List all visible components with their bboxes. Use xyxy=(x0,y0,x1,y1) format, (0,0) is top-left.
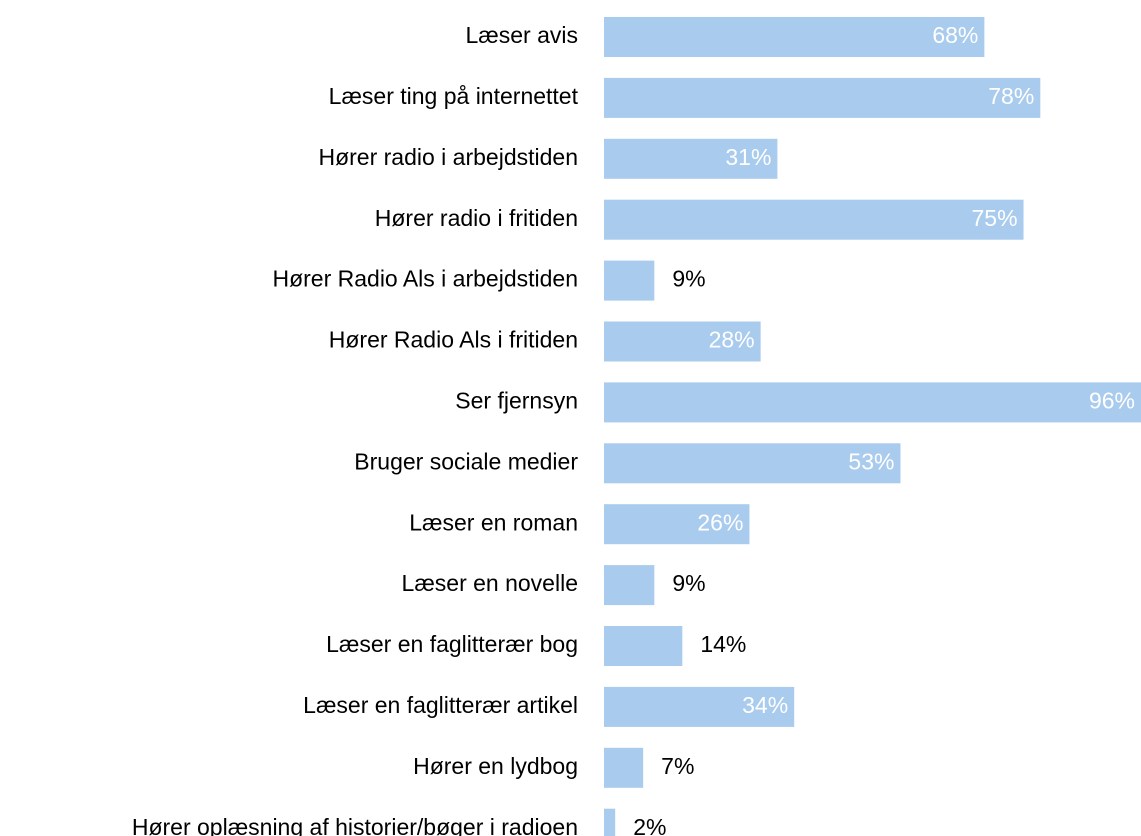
category-label: Hører radio i arbejdstiden xyxy=(318,144,578,170)
bar xyxy=(604,565,655,606)
bar xyxy=(604,504,750,545)
bar xyxy=(604,17,985,57)
value-label: 9% xyxy=(672,266,705,292)
value-label: 34% xyxy=(742,692,788,718)
value-label: 7% xyxy=(661,753,694,779)
value-label: 9% xyxy=(672,570,705,596)
category-label: Læser en faglitterær artikel xyxy=(303,692,578,718)
value-label: 53% xyxy=(848,448,894,474)
category-label: Læser en roman xyxy=(409,509,578,535)
value-label: 78% xyxy=(988,83,1034,109)
category-label: Ser fjernsyn xyxy=(455,387,578,413)
category-label: Læser en novelle xyxy=(402,570,578,596)
bar xyxy=(604,626,683,666)
bar xyxy=(604,138,778,179)
bar xyxy=(604,77,1041,118)
category-label: Hører Radio Als i fritiden xyxy=(329,327,578,353)
bar xyxy=(604,443,901,484)
value-label: 96% xyxy=(1089,387,1135,413)
value-label: 75% xyxy=(971,205,1017,231)
category-label: Hører radio i fritiden xyxy=(375,205,578,231)
bar xyxy=(604,747,644,788)
bar xyxy=(604,808,616,836)
bar xyxy=(604,260,655,301)
bar xyxy=(604,321,761,362)
value-label: 28% xyxy=(709,327,755,353)
value-label: 68% xyxy=(932,22,978,48)
value-label: 26% xyxy=(697,509,743,535)
value-label: 31% xyxy=(725,144,771,170)
category-label: Læser en faglitterær bog xyxy=(326,631,578,657)
category-label: Læser avis xyxy=(466,22,578,48)
value-label: 14% xyxy=(700,631,746,657)
bar xyxy=(604,382,1141,423)
category-label: Læser ting på internettet xyxy=(329,83,579,109)
bar xyxy=(604,199,1024,240)
category-label: Hører Radio Als i arbejdstiden xyxy=(272,266,578,292)
category-label: Bruger sociale medier xyxy=(354,448,578,474)
bar xyxy=(604,686,795,727)
category-label: Hører oplæsning af historier/bøger i rad… xyxy=(132,814,578,836)
value-label: 2% xyxy=(633,814,666,836)
category-label: Hører en lydbog xyxy=(413,753,578,779)
